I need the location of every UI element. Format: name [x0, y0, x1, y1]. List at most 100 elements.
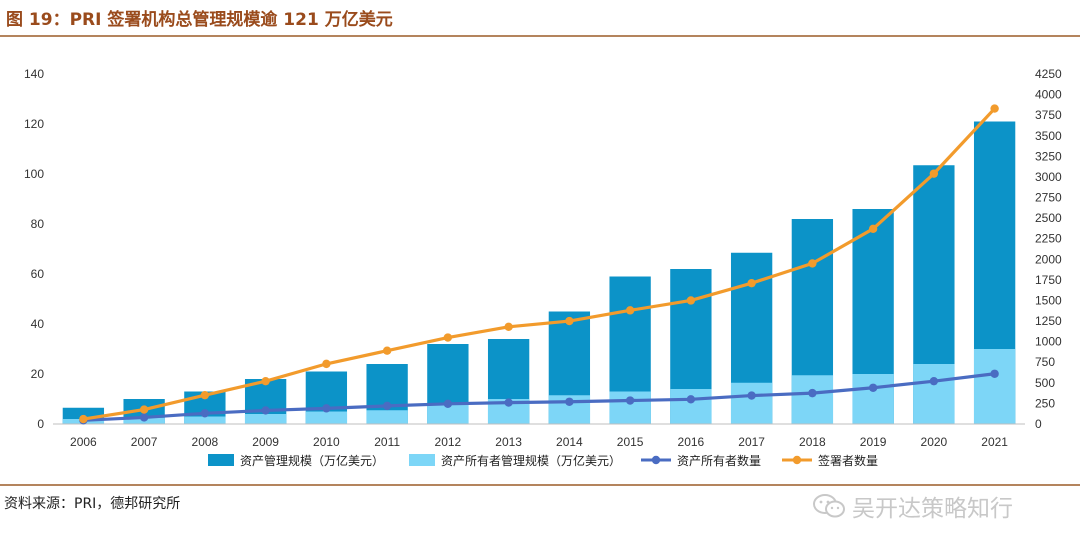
legend-swatch [208, 454, 234, 466]
bar-owner-aum [305, 411, 348, 424]
point-owners-count [322, 404, 331, 413]
point-signatories-count [382, 346, 392, 355]
x-tick-label: 2014 [556, 435, 583, 449]
point-signatories-count [322, 359, 331, 369]
left-tick-label: 120 [24, 117, 44, 131]
bar-owner-aum [244, 414, 287, 424]
x-tick-label: 2016 [678, 435, 705, 449]
right-tick-label: 3000 [1035, 170, 1062, 184]
point-owners-count [686, 395, 696, 404]
point-signatories-count [686, 296, 696, 305]
point-signatories-count [929, 169, 939, 178]
legend: 资产管理规模（万亿美元） 资产所有者管理规模（万亿美元） 资产所有者数量 签署者数量 [208, 453, 878, 468]
x-tick-label: 2011 [374, 435, 400, 449]
point-signatories-count [261, 376, 270, 386]
left-tick-label: 0 [37, 417, 44, 431]
bar-owner-aum [852, 374, 894, 424]
chart: 0 20 40 60 80 100 120 140 0 250 500 750 1000 1250 150… [24, 67, 1062, 468]
bar-owner-aum [973, 349, 1016, 424]
bar-owner-aum [791, 375, 834, 424]
point-owners-count [929, 376, 939, 386]
bars-layer [62, 121, 1016, 424]
wechat-icon [813, 494, 845, 518]
right-tick-label: 250 [1035, 396, 1055, 410]
point-owners-count [443, 399, 453, 409]
right-tick-label: 2250 [1035, 232, 1062, 246]
right-tick-label: 1500 [1035, 293, 1062, 307]
bar-owner-aum [730, 382, 773, 424]
x-tick-label: 2009 [252, 435, 279, 449]
x-tick-label: 2010 [313, 435, 340, 449]
legend-swatch-marker [792, 455, 802, 465]
point-signatories-count [200, 390, 210, 400]
right-tick-label: 3500 [1035, 129, 1062, 143]
left-axis-ticks: 0 20 40 60 80 100 120 140 [24, 67, 44, 431]
left-tick-label: 60 [31, 267, 45, 281]
x-tick-label: 2007 [131, 435, 158, 449]
legend-label: 资产管理规模（万亿美元） [240, 453, 384, 468]
title-divider [0, 35, 1080, 37]
point-signatories-count [79, 414, 88, 424]
left-tick-label: 80 [31, 217, 45, 231]
right-tick-label: 1250 [1035, 314, 1062, 328]
left-tick-label: 20 [31, 367, 45, 381]
right-tick-label: 1000 [1035, 335, 1062, 349]
x-tick-label: 2017 [738, 435, 765, 449]
point-owners-count [382, 401, 392, 411]
point-owners-count [565, 397, 574, 406]
point-owners-count [261, 406, 270, 415]
x-tick-label: 2020 [921, 435, 948, 449]
legend-label: 资产所有者管理规模（万亿美元） [441, 453, 621, 468]
chart-title: 图 19：PRI 签署机构总管理规模逾 121 万亿美元 [6, 10, 393, 30]
watermark: 吴开达策略知行 [812, 486, 1013, 526]
point-owners-count [504, 398, 513, 407]
x-tick-label: 2013 [495, 435, 522, 449]
right-tick-label: 2000 [1035, 252, 1062, 266]
legend-swatch [409, 454, 435, 466]
watermark-text: 吴开达策略知行 [852, 496, 1013, 522]
point-owners-count [808, 388, 817, 398]
right-tick-label: 3250 [1035, 149, 1062, 163]
x-tick-label: 2019 [860, 435, 887, 449]
right-tick-label: 2750 [1035, 191, 1062, 205]
right-tick-label: 500 [1035, 376, 1055, 390]
x-tick-label: 2006 [70, 435, 97, 449]
footer-divider [0, 484, 1080, 486]
right-tick-label: 4250 [1035, 67, 1062, 81]
source-note: 资料来源：PRI，德邦研究所 [4, 496, 181, 512]
x-tick-label: 2008 [192, 435, 219, 449]
bar-owner-aum [670, 389, 712, 424]
bar-owner-aum [427, 404, 469, 424]
right-tick-label: 1750 [1035, 273, 1062, 287]
bar-owner-aum [366, 410, 408, 424]
left-tick-label: 100 [24, 167, 44, 181]
point-signatories-count [868, 224, 878, 234]
point-signatories-count [808, 259, 817, 268]
right-tick-label: 0 [1035, 417, 1042, 431]
line-owners-count [83, 372, 995, 422]
point-owners-count [990, 369, 999, 378]
x-tick-label: 2012 [435, 435, 462, 449]
point-signatories-count [139, 405, 149, 414]
right-tick-label: 750 [1035, 355, 1055, 369]
point-owners-count [625, 396, 635, 405]
point-owners-count [747, 391, 756, 400]
x-tick-label: 2018 [799, 435, 826, 449]
bar-owner-aum [184, 416, 226, 424]
x-axis-ticks: 2006 2007 2008 2009 2010 2011 2012 2013 2014 2015… [70, 435, 1008, 449]
point-owners-count [139, 413, 149, 422]
point-signatories-count [625, 306, 635, 315]
left-tick-label: 140 [24, 67, 44, 81]
point-signatories-count [990, 104, 999, 113]
point-owners-count [868, 383, 878, 392]
left-tick-label: 40 [31, 317, 45, 331]
line-signatories-count [83, 107, 996, 421]
x-tick-label: 2015 [617, 435, 644, 449]
point-signatories-count [443, 333, 453, 342]
x-tick-label: 2021 [981, 435, 1008, 449]
point-signatories-count [565, 316, 574, 326]
legend-label: 资产所有者数量 [677, 453, 761, 468]
legend-label: 签署者数量 [818, 453, 878, 468]
legend-swatch-marker [651, 455, 661, 465]
point-owners-count [200, 409, 210, 418]
